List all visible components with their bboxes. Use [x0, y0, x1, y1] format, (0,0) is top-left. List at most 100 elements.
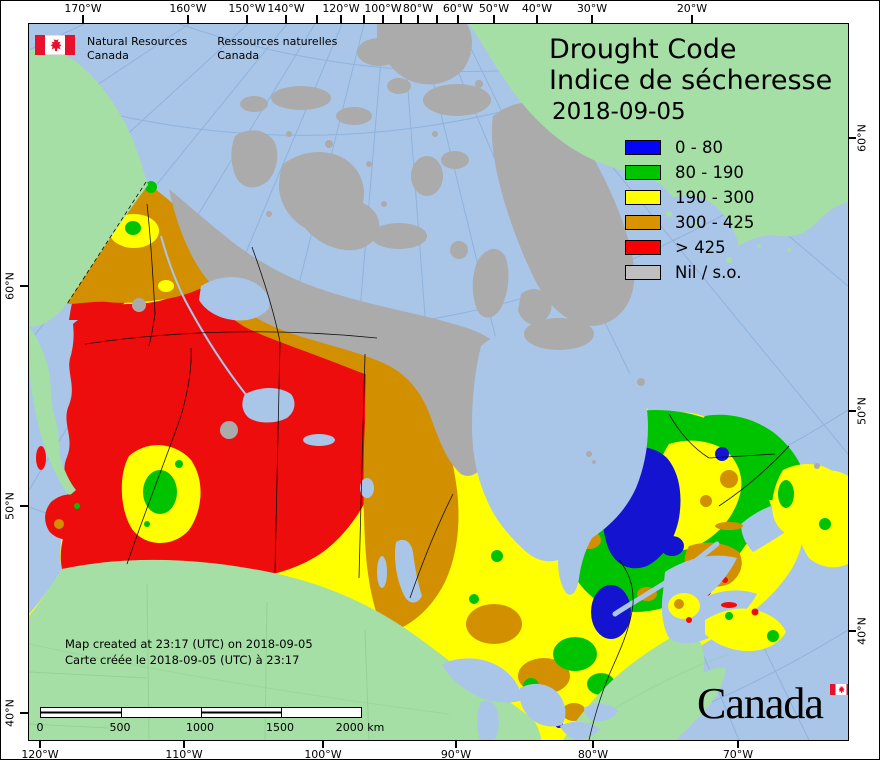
axis-tick — [848, 410, 856, 412]
axis-tick — [536, 15, 538, 23]
title-fr: Indice de sécheresse — [549, 65, 833, 96]
border-on-qc — [588, 559, 634, 740]
legend-label: 190 - 300 — [675, 188, 755, 207]
axis-tick — [848, 137, 856, 139]
axis-tick — [737, 740, 739, 748]
border-ab-sk — [274, 341, 281, 573]
axis-tick — [322, 740, 324, 748]
axis-tick — [691, 15, 693, 23]
legend-swatch — [625, 190, 661, 205]
axis-tick — [20, 285, 28, 287]
axis-tick — [363, 15, 365, 23]
creation-note: Map created at 23:17 (UTC) on 2018-09-05… — [65, 636, 313, 668]
nova-scotia — [705, 608, 786, 651]
map-title: Drought Code Indice de sécheresse 2018-0… — [549, 34, 832, 126]
alaska — [29, 49, 148, 327]
signature-en-line1: Natural Resources — [87, 35, 188, 48]
hudson-bay — [472, 328, 648, 595]
axis-tick — [39, 740, 41, 748]
axis-tick — [592, 740, 594, 748]
axis-tick — [457, 15, 459, 23]
region-gray-north — [169, 189, 510, 476]
axis-label: 60°N — [3, 272, 17, 300]
baffin-island — [491, 102, 635, 326]
scalebar-bar — [40, 707, 362, 718]
region-green-ontario-1 — [553, 637, 597, 671]
axis-label: 60°N — [855, 124, 869, 152]
axis-label: 170°W — [64, 2, 102, 15]
water-features — [160, 235, 798, 740]
title-en: Drought Code — [549, 34, 737, 65]
coastal-islands — [36, 446, 845, 651]
axis-tick — [455, 740, 457, 748]
scalebar-segment — [201, 708, 281, 717]
axis-label: 100°W — [364, 2, 402, 15]
southampton-island — [518, 289, 552, 325]
new-brunswick — [668, 593, 700, 619]
canada-drought-map — [29, 24, 848, 740]
axis-tick — [246, 15, 248, 23]
axis-label: 150°W — [228, 2, 266, 15]
axis-tick — [20, 712, 28, 714]
legend-label: Nil / s.o. — [675, 263, 742, 282]
legend-swatch — [625, 265, 661, 280]
victoria-island — [279, 152, 380, 251]
region-green-bc — [143, 470, 177, 514]
border-mb-on — [409, 493, 454, 599]
scalebar-tick-label: 500 — [109, 721, 131, 734]
border-yt-nt — [146, 203, 156, 347]
ellesmere-island — [377, 24, 472, 85]
region-blue-quebec-south — [591, 585, 631, 639]
axis-label: 80°W — [402, 2, 434, 15]
axis-label: 110°W — [165, 748, 203, 760]
scalebar-tick-label: 0 — [36, 721, 44, 734]
axis-tick — [436, 15, 438, 23]
axis-label: 100°W — [304, 748, 342, 760]
legend-item: 80 - 190 — [625, 160, 754, 185]
legend-label: 0 - 80 — [675, 138, 723, 157]
border-alaska — [66, 181, 147, 305]
map-frame: Natural Resources Canada Ressources natu… — [28, 23, 849, 741]
scalebar-segment — [121, 708, 201, 717]
scalebar-segment — [281, 708, 361, 717]
axis-tick — [493, 15, 495, 23]
region-gray-boothia — [472, 248, 509, 318]
axis-tick — [340, 15, 342, 23]
prince-edward-island — [721, 602, 737, 608]
axis-label: 140°W — [267, 2, 305, 15]
scalebar-labels: 0 500 1000 1500 2000 km — [36, 721, 385, 735]
border-60n — [84, 331, 378, 345]
scalebar: 0 500 1000 1500 2000 km — [36, 707, 385, 735]
legend-item: 0 - 80 — [625, 135, 754, 160]
border-bc-ab — [126, 347, 192, 565]
scalebar-segment — [41, 708, 121, 717]
legend-item: Nil / s.o. — [625, 260, 754, 285]
axis-label: 120°W — [322, 2, 360, 15]
great-bear-lake — [199, 277, 270, 321]
axis-tick — [187, 15, 189, 23]
nrcan-signature: Natural Resources Canada Ressources natu… — [35, 35, 337, 63]
axis-label: 40°W — [521, 2, 553, 15]
greenland — [469, 24, 848, 263]
creation-note-en: Map created at 23:17 (UTC) on 2018-09-05 — [65, 637, 313, 651]
lake-michigan — [477, 700, 499, 740]
scalebar-tick-label: 1000 — [186, 721, 214, 734]
alaska-panhandle — [29, 327, 76, 496]
arctic-islands — [231, 24, 635, 464]
vancouver-island — [45, 494, 92, 540]
legend-item: 300 - 425 — [625, 210, 754, 235]
foreign-land — [29, 49, 726, 740]
axis-tick — [400, 15, 402, 23]
gray-spot-1 — [132, 298, 146, 312]
lake-huron — [519, 683, 566, 727]
axis-label: 70°W — [722, 748, 754, 760]
signature-fr: Ressources naturelles Canada — [217, 35, 337, 63]
axis-tick — [848, 630, 856, 632]
axis-label: 30°W — [576, 2, 608, 15]
legend-swatch — [625, 240, 661, 255]
legend: 0 - 80 80 - 190 190 - 300 300 - 425 > 425 Nil… — [625, 135, 754, 285]
haida-gwaii — [36, 446, 46, 470]
legend-label: 300 - 425 — [675, 213, 755, 232]
axis-tick — [591, 15, 593, 23]
